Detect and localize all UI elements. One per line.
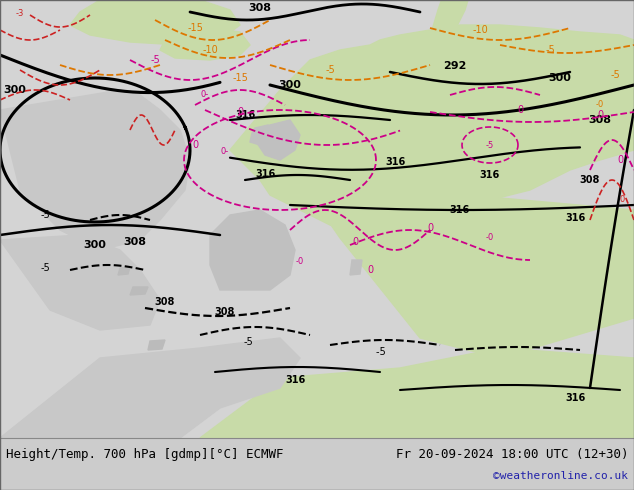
Text: 0: 0 xyxy=(597,110,603,120)
Polygon shape xyxy=(70,0,240,45)
Text: -0: -0 xyxy=(296,258,304,267)
Text: 300: 300 xyxy=(84,240,107,250)
Text: -0: -0 xyxy=(596,100,604,109)
Text: 316: 316 xyxy=(235,110,255,120)
Text: -5: -5 xyxy=(325,65,335,75)
Text: 300: 300 xyxy=(4,85,27,95)
Text: 308: 308 xyxy=(215,307,235,317)
Polygon shape xyxy=(0,235,160,330)
Text: 0: 0 xyxy=(427,223,433,233)
Text: -10: -10 xyxy=(202,45,218,55)
Text: 316: 316 xyxy=(480,170,500,180)
Polygon shape xyxy=(230,25,634,230)
Text: 316: 316 xyxy=(255,169,275,179)
Text: 0: 0 xyxy=(617,155,623,165)
Text: 316: 316 xyxy=(285,375,305,385)
Polygon shape xyxy=(0,90,190,250)
Text: 0: 0 xyxy=(367,265,373,275)
Text: 308: 308 xyxy=(588,115,612,125)
Text: 0-: 0- xyxy=(221,147,229,156)
Text: -5: -5 xyxy=(486,141,494,149)
Text: 316: 316 xyxy=(450,205,470,215)
Text: 308: 308 xyxy=(249,3,271,13)
Polygon shape xyxy=(350,260,362,275)
Text: -5: -5 xyxy=(243,337,253,347)
Text: -3: -3 xyxy=(16,9,24,19)
Text: 0: 0 xyxy=(352,237,358,247)
Text: 316: 316 xyxy=(385,157,405,167)
Polygon shape xyxy=(118,267,130,275)
Polygon shape xyxy=(148,340,165,350)
Polygon shape xyxy=(250,125,272,145)
Polygon shape xyxy=(255,120,300,160)
Text: Fr 20-09-2024 18:00 UTC (12+30): Fr 20-09-2024 18:00 UTC (12+30) xyxy=(396,447,628,461)
Text: 0-: 0- xyxy=(201,91,209,99)
Text: 300: 300 xyxy=(278,80,301,90)
Polygon shape xyxy=(425,0,468,100)
Text: 292: 292 xyxy=(443,61,467,71)
Polygon shape xyxy=(210,210,295,290)
Text: -15: -15 xyxy=(187,23,203,33)
Text: -5: -5 xyxy=(376,347,396,357)
Polygon shape xyxy=(0,338,300,438)
Bar xyxy=(0,438,634,490)
Text: 300: 300 xyxy=(548,73,571,83)
Text: ©weatheronline.co.uk: ©weatheronline.co.uk xyxy=(493,471,628,481)
Polygon shape xyxy=(130,287,148,295)
Text: -5: -5 xyxy=(40,210,50,220)
Text: 0: 0 xyxy=(237,107,243,117)
Text: -5: -5 xyxy=(150,55,160,65)
Text: 316: 316 xyxy=(565,213,585,223)
Text: 308: 308 xyxy=(124,237,146,247)
Text: 0: 0 xyxy=(192,140,198,150)
Text: 0: 0 xyxy=(517,105,523,115)
Text: 308: 308 xyxy=(580,175,600,185)
Polygon shape xyxy=(160,28,250,60)
Text: -5: -5 xyxy=(545,45,555,55)
Text: 316: 316 xyxy=(565,393,585,403)
Polygon shape xyxy=(300,180,634,358)
Text: -5: -5 xyxy=(40,263,50,273)
Text: -0: -0 xyxy=(486,234,494,243)
Text: -15: -15 xyxy=(232,73,248,83)
Text: -10: -10 xyxy=(472,25,488,35)
Text: Height/Temp. 700 hPa [gdmp][°C] ECMWF: Height/Temp. 700 hPa [gdmp][°C] ECMWF xyxy=(6,447,283,461)
Text: 308: 308 xyxy=(155,297,175,307)
Text: 0: 0 xyxy=(619,196,624,204)
Polygon shape xyxy=(200,348,634,438)
Text: -5: -5 xyxy=(610,70,620,80)
Bar xyxy=(0,0,634,438)
